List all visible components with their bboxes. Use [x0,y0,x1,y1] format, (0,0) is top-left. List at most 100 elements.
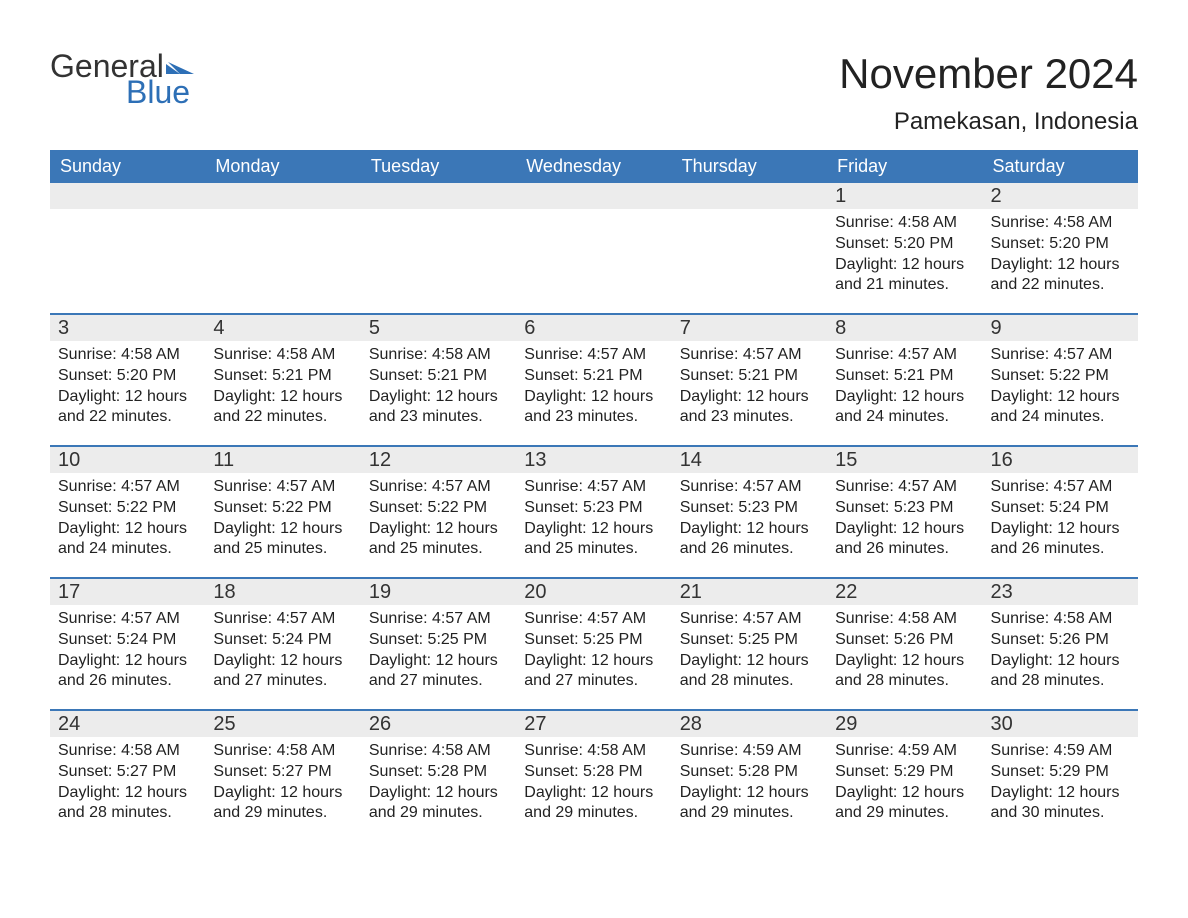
daylight-text-1: Daylight: 12 hours [835,651,974,672]
day-header-friday: Friday [827,150,982,183]
calendar-cell: 22Sunrise: 4:58 AMSunset: 5:26 PMDayligh… [827,579,982,709]
sunrise-text: Sunrise: 4:57 AM [680,345,819,366]
calendar-cell: 21Sunrise: 4:57 AMSunset: 5:25 PMDayligh… [672,579,827,709]
calendar: Sunday Monday Tuesday Wednesday Thursday… [50,150,1138,841]
daylight-text-2: and 26 minutes. [991,539,1130,560]
sunset-text: Sunset: 5:20 PM [991,234,1130,255]
day-details: Sunrise: 4:58 AMSunset: 5:21 PMDaylight:… [205,341,360,438]
sunset-text: Sunset: 5:25 PM [524,630,663,651]
sunset-text: Sunset: 5:28 PM [369,762,508,783]
daylight-text-2: and 23 minutes. [524,407,663,428]
weeks-container: 1Sunrise: 4:58 AMSunset: 5:20 PMDaylight… [50,183,1138,841]
sunset-text: Sunset: 5:29 PM [991,762,1130,783]
sunrise-text: Sunrise: 4:57 AM [58,609,197,630]
daylight-text-1: Daylight: 12 hours [991,255,1130,276]
daylight-text-2: and 23 minutes. [680,407,819,428]
sunrise-text: Sunrise: 4:58 AM [369,741,508,762]
day-details: Sunrise: 4:57 AMSunset: 5:22 PMDaylight:… [361,473,516,570]
month-title: November 2024 [839,50,1138,98]
daylight-text-1: Daylight: 12 hours [524,651,663,672]
day-number: 17 [50,579,205,605]
day-number [50,183,205,209]
logo: General Blue [50,50,194,108]
day-number: 1 [827,183,982,209]
daylight-text-1: Daylight: 12 hours [680,519,819,540]
day-details: Sunrise: 4:57 AMSunset: 5:23 PMDaylight:… [672,473,827,570]
calendar-page: General Blue November 2024 Pamekasan, In… [0,0,1188,918]
day-details: Sunrise: 4:58 AMSunset: 5:20 PMDaylight:… [827,209,982,306]
day-number: 11 [205,447,360,473]
header-row: General Blue November 2024 Pamekasan, In… [50,50,1138,136]
day-number [672,183,827,209]
day-details: Sunrise: 4:57 AMSunset: 5:21 PMDaylight:… [827,341,982,438]
day-number: 15 [827,447,982,473]
daylight-text-1: Daylight: 12 hours [991,519,1130,540]
sunset-text: Sunset: 5:21 PM [680,366,819,387]
daylight-text-2: and 27 minutes. [524,671,663,692]
day-number: 7 [672,315,827,341]
sunset-text: Sunset: 5:28 PM [680,762,819,783]
day-number [516,183,671,209]
day-number: 19 [361,579,516,605]
day-details: Sunrise: 4:57 AMSunset: 5:25 PMDaylight:… [516,605,671,702]
daylight-text-2: and 27 minutes. [369,671,508,692]
sunset-text: Sunset: 5:25 PM [680,630,819,651]
day-header-row: Sunday Monday Tuesday Wednesday Thursday… [50,150,1138,183]
day-header-thursday: Thursday [672,150,827,183]
daylight-text-1: Daylight: 12 hours [369,387,508,408]
day-number: 9 [983,315,1138,341]
day-number [361,183,516,209]
sunrise-text: Sunrise: 4:58 AM [58,741,197,762]
sunset-text: Sunset: 5:20 PM [835,234,974,255]
sunset-text: Sunset: 5:24 PM [213,630,352,651]
daylight-text-2: and 26 minutes. [680,539,819,560]
logo-text-blue: Blue [126,76,190,108]
daylight-text-2: and 29 minutes. [524,803,663,824]
day-details: Sunrise: 4:57 AMSunset: 5:22 PMDaylight:… [983,341,1138,438]
sunrise-text: Sunrise: 4:57 AM [58,477,197,498]
day-number: 30 [983,711,1138,737]
sunrise-text: Sunrise: 4:57 AM [213,609,352,630]
week-row: 10Sunrise: 4:57 AMSunset: 5:22 PMDayligh… [50,445,1138,577]
sunrise-text: Sunrise: 4:58 AM [835,609,974,630]
day-details: Sunrise: 4:57 AMSunset: 5:23 PMDaylight:… [827,473,982,570]
daylight-text-1: Daylight: 12 hours [680,387,819,408]
sunset-text: Sunset: 5:23 PM [524,498,663,519]
calendar-cell: 8Sunrise: 4:57 AMSunset: 5:21 PMDaylight… [827,315,982,445]
daylight-text-2: and 28 minutes. [58,803,197,824]
sunrise-text: Sunrise: 4:57 AM [680,477,819,498]
day-header-tuesday: Tuesday [361,150,516,183]
week-row: 17Sunrise: 4:57 AMSunset: 5:24 PMDayligh… [50,577,1138,709]
day-details: Sunrise: 4:57 AMSunset: 5:25 PMDaylight:… [672,605,827,702]
week-row: 1Sunrise: 4:58 AMSunset: 5:20 PMDaylight… [50,183,1138,313]
calendar-cell: 10Sunrise: 4:57 AMSunset: 5:22 PMDayligh… [50,447,205,577]
daylight-text-2: and 29 minutes. [213,803,352,824]
calendar-cell: 24Sunrise: 4:58 AMSunset: 5:27 PMDayligh… [50,711,205,841]
calendar-cell: 27Sunrise: 4:58 AMSunset: 5:28 PMDayligh… [516,711,671,841]
sunrise-text: Sunrise: 4:58 AM [213,741,352,762]
day-number: 8 [827,315,982,341]
sunset-text: Sunset: 5:21 PM [369,366,508,387]
daylight-text-1: Daylight: 12 hours [58,519,197,540]
calendar-cell: 13Sunrise: 4:57 AMSunset: 5:23 PMDayligh… [516,447,671,577]
sunrise-text: Sunrise: 4:58 AM [835,213,974,234]
calendar-cell: 4Sunrise: 4:58 AMSunset: 5:21 PMDaylight… [205,315,360,445]
sunrise-text: Sunrise: 4:59 AM [680,741,819,762]
daylight-text-2: and 22 minutes. [991,275,1130,296]
sunrise-text: Sunrise: 4:57 AM [991,345,1130,366]
day-details: Sunrise: 4:57 AMSunset: 5:24 PMDaylight:… [983,473,1138,570]
day-number: 16 [983,447,1138,473]
sunset-text: Sunset: 5:24 PM [991,498,1130,519]
sunrise-text: Sunrise: 4:57 AM [369,609,508,630]
daylight-text-2: and 23 minutes. [369,407,508,428]
daylight-text-1: Daylight: 12 hours [991,783,1130,804]
daylight-text-1: Daylight: 12 hours [369,519,508,540]
day-details: Sunrise: 4:57 AMSunset: 5:22 PMDaylight:… [50,473,205,570]
daylight-text-2: and 30 minutes. [991,803,1130,824]
sunrise-text: Sunrise: 4:58 AM [369,345,508,366]
calendar-cell: 1Sunrise: 4:58 AMSunset: 5:20 PMDaylight… [827,183,982,313]
day-number: 14 [672,447,827,473]
sunset-text: Sunset: 5:21 PM [524,366,663,387]
day-details: Sunrise: 4:57 AMSunset: 5:25 PMDaylight:… [361,605,516,702]
sunset-text: Sunset: 5:22 PM [369,498,508,519]
